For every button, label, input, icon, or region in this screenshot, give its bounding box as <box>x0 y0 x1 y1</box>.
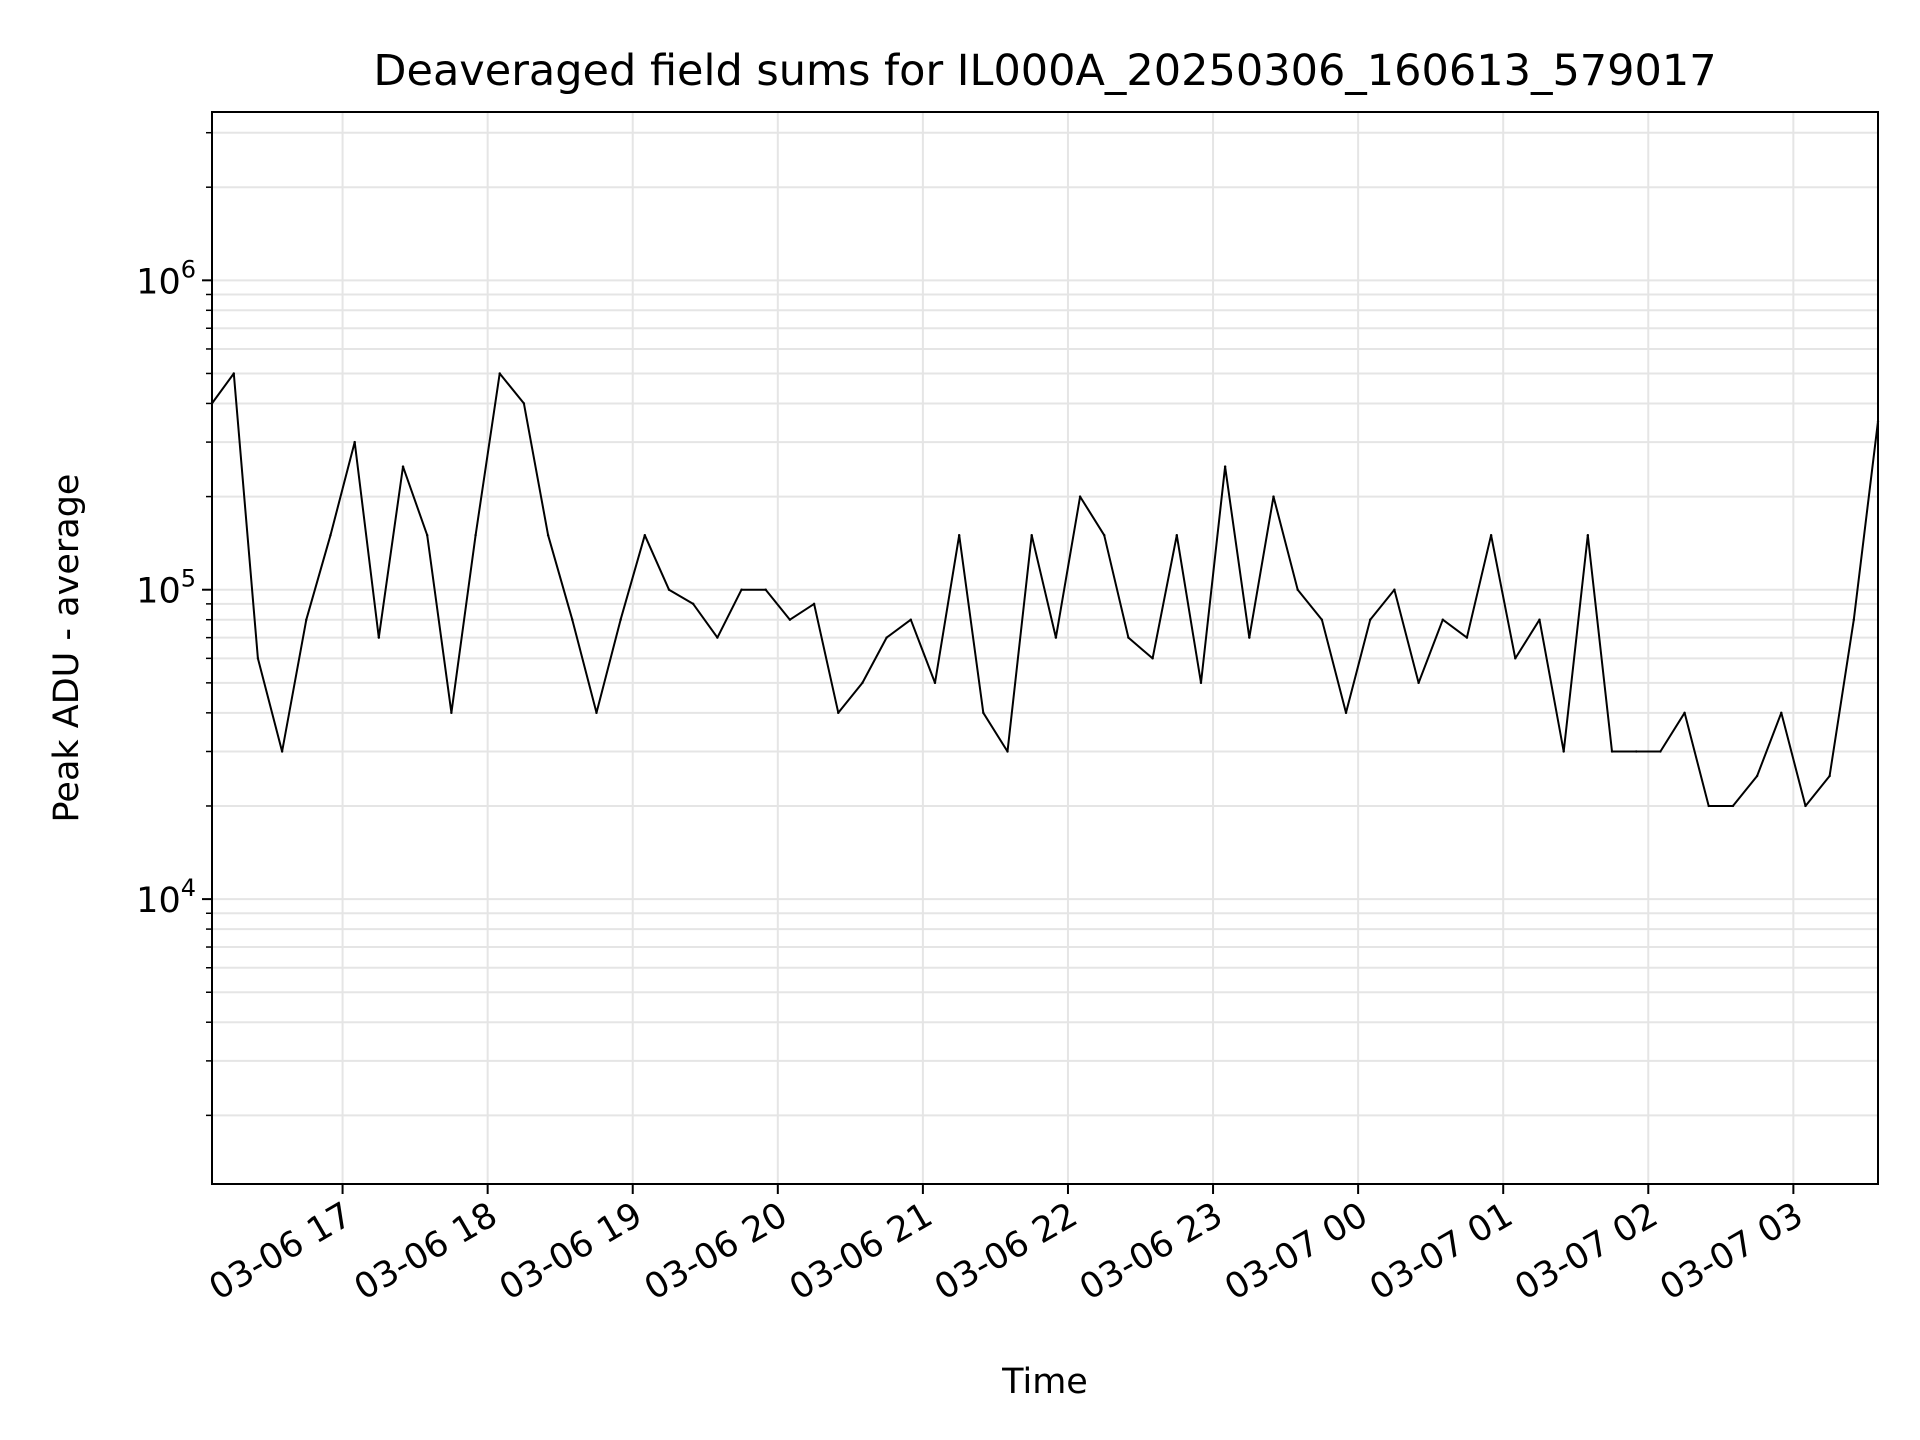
x-tick-label: 03-07 02 <box>1508 1195 1664 1308</box>
data-point <box>1465 636 1469 639</box>
data-point <box>1804 804 1807 808</box>
x-tick-label: 03-07 00 <box>1218 1195 1374 1308</box>
data-point <box>595 711 598 715</box>
data-point <box>1731 804 1735 808</box>
data-point <box>256 657 260 660</box>
data-point <box>957 534 961 537</box>
plot-frame <box>211 111 1879 1185</box>
data-point <box>1635 750 1638 753</box>
data-point <box>1199 681 1203 685</box>
x-tick-label: 03-06 18 <box>348 1195 504 1308</box>
data-point <box>909 618 913 621</box>
data-point <box>643 534 647 537</box>
data-point <box>837 711 840 715</box>
data-point <box>1248 636 1251 639</box>
data-point <box>1707 804 1710 808</box>
data-point <box>1852 618 1856 621</box>
data-point <box>329 534 332 537</box>
data-point <box>522 402 526 405</box>
x-axis-label: Time <box>1001 1362 1088 1402</box>
x-tick-label: 03-06 22 <box>928 1195 1084 1308</box>
data-point <box>1417 681 1420 685</box>
data-point <box>1538 618 1541 621</box>
data-point <box>619 618 622 621</box>
data-point <box>933 681 937 685</box>
data-point <box>1054 636 1058 639</box>
data-point <box>546 534 550 537</box>
data-point <box>353 440 356 444</box>
y-tick-label: 104 <box>136 874 196 921</box>
data-point <box>1223 465 1227 468</box>
data-point <box>377 636 381 639</box>
y-tick-label: 106 <box>136 255 196 302</box>
y-axis-label: Peak ADU - average <box>47 474 87 823</box>
y-tick-label: 105 <box>136 565 196 612</box>
data-point <box>305 618 308 621</box>
data-point <box>740 588 743 591</box>
data-point <box>788 618 792 621</box>
data-point <box>1151 657 1154 660</box>
data-point <box>982 711 985 715</box>
data-point <box>1562 750 1565 753</box>
data-point <box>1030 534 1033 537</box>
x-tick-label: 03-06 20 <box>638 1195 794 1308</box>
x-tick-label: 03-06 17 <box>203 1195 359 1308</box>
data-point <box>426 534 429 537</box>
data-point <box>1659 750 1662 753</box>
data-point <box>812 602 816 606</box>
data-point <box>1127 636 1130 639</box>
data-point <box>1078 495 1082 498</box>
data-point <box>1175 534 1178 537</box>
data-point <box>1780 711 1783 715</box>
data-point <box>1683 711 1686 715</box>
x-tick-label: 03-06 19 <box>493 1195 649 1308</box>
data-point <box>1586 534 1590 537</box>
data-point <box>1369 618 1372 621</box>
series-line-0 <box>211 372 1879 807</box>
data-point <box>691 602 695 606</box>
data-point <box>1441 618 1444 621</box>
grid-layer <box>212 112 1878 1184</box>
data-point <box>401 465 405 468</box>
x-tick-label: 03-07 01 <box>1363 1195 1519 1308</box>
data-point <box>1296 588 1299 591</box>
x-tick-label: 03-06 23 <box>1073 1195 1229 1308</box>
data-point <box>1272 495 1275 498</box>
series-layer <box>210 372 1880 808</box>
data-point <box>667 588 671 591</box>
data-point <box>498 372 501 375</box>
data-point <box>885 636 888 639</box>
data-point <box>1755 774 1759 778</box>
data-point <box>716 636 719 639</box>
chart-title: Deaveraged field sums for IL000A_2025030… <box>373 46 1716 96</box>
data-point <box>571 618 574 621</box>
data-point <box>1489 534 1493 537</box>
x-tick-label: 03-06 21 <box>783 1195 939 1308</box>
data-point <box>1828 774 1831 778</box>
data-point <box>861 681 864 685</box>
data-point <box>1393 588 1396 591</box>
data-point <box>280 750 284 753</box>
data-point <box>450 711 453 715</box>
x-tick-label: 03-07 03 <box>1654 1195 1810 1308</box>
data-point <box>474 534 477 537</box>
data-point <box>1006 750 1009 753</box>
data-point <box>1344 711 1348 715</box>
data-point <box>764 588 767 591</box>
data-point <box>232 372 235 375</box>
data-point <box>1610 750 1614 753</box>
data-point <box>1103 534 1106 537</box>
data-point <box>1320 618 1324 621</box>
data-point <box>1514 657 1517 660</box>
